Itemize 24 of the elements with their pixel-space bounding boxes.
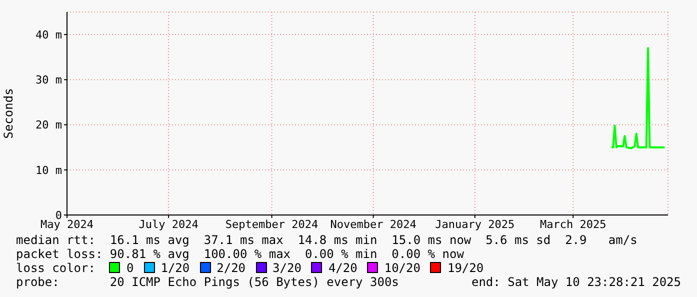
x-tick-label: November 2024	[330, 218, 417, 231]
y-tick-label: 30 m	[36, 74, 62, 87]
x-tick-label: September 2024	[225, 218, 319, 231]
x-tick-label: March 2025	[540, 218, 606, 231]
x-tick-label: July 2024	[138, 218, 199, 231]
y-axis-title: Seconds	[1, 88, 16, 139]
y-tick-label: 20 m	[36, 118, 62, 132]
y-tick-label: 40 m	[36, 28, 62, 42]
y-tick-label: 0	[55, 208, 62, 222]
legend-label: 3/20	[272, 261, 302, 275]
y-tick-label: 10 m	[36, 164, 62, 177]
legend-label: 19/20	[446, 261, 484, 275]
text: probe: 20 ICMP Echo Pings (56 Bytes) every 300s	[16, 275, 399, 289]
legend-label: 4/20	[327, 261, 358, 275]
legend-label: 10/20	[383, 261, 420, 275]
legend-label: 0	[125, 261, 134, 275]
text: end: Sat May 10 23:28:21 2025	[471, 275, 681, 289]
legend-label: 2/20	[216, 261, 246, 275]
legend-title: loss color:	[16, 261, 96, 275]
legend-label: 1/20	[160, 261, 190, 275]
x-tick-label: January 2025	[435, 218, 515, 231]
line-series	[610, 47, 666, 150]
text: packet loss: 90.81 % avg 100.00 % max 0.00 % min 0.00 % now	[16, 247, 465, 261]
text: median rtt: 16.1 ms avg 37.1 ms max 14.8 ms min 15.0 ms now 5.6 ms sd 2.9 am/s	[16, 233, 638, 247]
